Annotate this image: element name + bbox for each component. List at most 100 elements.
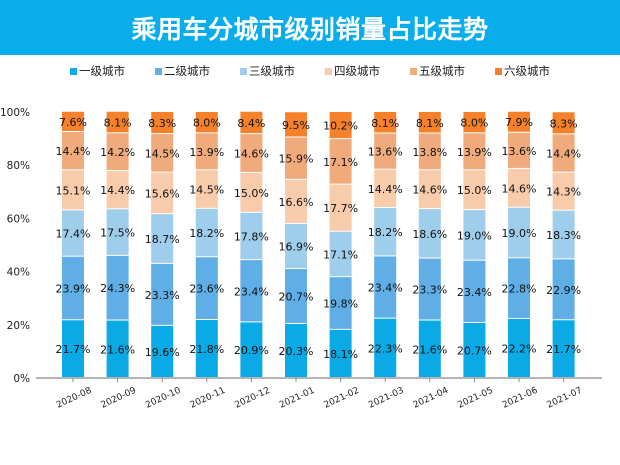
- bar-segment: [285, 137, 307, 179]
- bar-segment: [240, 260, 263, 322]
- bar-segment: [285, 112, 307, 137]
- data-label: 20.9%: [234, 344, 269, 357]
- bar-segment: [508, 258, 530, 318]
- y-tick-label: 20%: [7, 320, 30, 332]
- bar-segment: [151, 172, 174, 214]
- bar-segment: [195, 257, 218, 320]
- data-label: 14.4%: [368, 183, 403, 196]
- bar-segment: [463, 322, 486, 377]
- data-label: 15.1%: [56, 184, 91, 197]
- data-label: 17.8%: [234, 230, 269, 243]
- x-tick-label: 2021-07: [546, 386, 584, 411]
- legend-swatch: [240, 67, 247, 75]
- data-label: 21.6%: [412, 343, 447, 356]
- data-label: 7.6%: [59, 116, 87, 129]
- bar-segment: [62, 170, 84, 210]
- bar-segment: [508, 132, 530, 168]
- bar-segment: [374, 208, 397, 256]
- data-label: 15.6%: [145, 187, 180, 200]
- data-label: 13.9%: [457, 146, 492, 159]
- data-label: 14.4%: [56, 145, 91, 158]
- bar-segment: [552, 320, 575, 377]
- bar-segment: [151, 112, 174, 134]
- data-label: 19.0%: [502, 227, 537, 240]
- data-label: 14.3%: [546, 186, 581, 199]
- y-tick-label: 100%: [0, 107, 30, 119]
- data-label: 20.7%: [457, 344, 492, 357]
- bar-segment: [374, 169, 397, 208]
- bar-segment: [62, 320, 84, 377]
- legend-swatch: [495, 67, 502, 75]
- bar-segment: [329, 184, 352, 231]
- x-tick-label: 2020-09: [100, 386, 139, 411]
- data-label: 8.0%: [460, 117, 488, 130]
- bar-segment: [151, 325, 174, 377]
- bar-segment: [329, 139, 352, 184]
- data-label: 18.2%: [189, 227, 224, 240]
- x-tick-label: 2021-06: [501, 386, 540, 411]
- data-label: 8.3%: [148, 117, 176, 130]
- legend-item: 二级城市: [155, 62, 210, 80]
- bar-segment: [552, 112, 575, 134]
- data-label: 23.6%: [189, 283, 224, 296]
- data-label: 17.1%: [323, 156, 358, 169]
- data-label: 18.3%: [546, 229, 581, 242]
- bar-segment: [463, 170, 486, 210]
- bar-segment: [62, 210, 84, 256]
- bar-segment: [463, 260, 486, 322]
- x-tick-label: 2020-10: [144, 386, 183, 411]
- bar-segment: [195, 112, 218, 133]
- data-label: 14.6%: [502, 182, 537, 195]
- data-label: 8.4%: [237, 117, 265, 130]
- x-tick-label: 2020-12: [233, 386, 271, 411]
- bar-segment: [552, 210, 575, 259]
- x-tick-label: 2021-02: [323, 386, 361, 411]
- data-label: 19.6%: [145, 346, 180, 359]
- data-label: 13.9%: [189, 146, 224, 159]
- legend: 一级城市 二级城市 三级城市 四级城市 五级城市 六级城市: [0, 62, 620, 80]
- legend-swatch: [325, 67, 332, 75]
- bar-segment: [374, 256, 397, 318]
- legend-item: 六级城市: [495, 62, 550, 80]
- bar-segment: [151, 134, 174, 172]
- data-label: 22.2%: [502, 342, 537, 355]
- bar-segment: [508, 111, 530, 132]
- x-tick-label: 2020-08: [55, 386, 94, 411]
- data-label: 23.3%: [145, 289, 180, 302]
- bar-segment: [374, 133, 397, 169]
- data-label: 23.3%: [412, 284, 447, 297]
- bar-segment: [329, 329, 352, 377]
- data-label: 8.1%: [371, 117, 399, 130]
- data-label: 19.0%: [457, 229, 492, 242]
- y-tick-label: 0%: [13, 373, 30, 385]
- bar-segment: [62, 256, 84, 320]
- x-tick-label: 2021-01: [278, 386, 316, 411]
- data-label: 7.9%: [505, 116, 533, 129]
- data-label: 23.9%: [56, 282, 91, 295]
- legend-item: 一级城市: [70, 62, 125, 80]
- data-label: 18.6%: [412, 228, 447, 241]
- bar-segment: [106, 171, 129, 209]
- bar-segment: [106, 320, 129, 377]
- bar-segment: [285, 223, 307, 268]
- data-label: 20.3%: [279, 345, 314, 358]
- data-label: 14.2%: [100, 146, 135, 159]
- data-label: 13.6%: [368, 146, 403, 159]
- data-label: 23.4%: [234, 285, 269, 298]
- bar-segment: [463, 112, 486, 133]
- data-label: 14.4%: [100, 184, 135, 197]
- data-label: 14.5%: [189, 184, 224, 197]
- bar-segment: [240, 172, 263, 212]
- bar-segment: [285, 324, 307, 377]
- bar-segment: [552, 259, 575, 320]
- data-label: 14.4%: [546, 147, 581, 160]
- data-label: 17.4%: [56, 228, 91, 241]
- bar-segment: [195, 208, 218, 257]
- legend-swatch: [155, 67, 162, 75]
- bar-segment: [285, 268, 307, 324]
- data-label: 17.1%: [323, 248, 358, 261]
- legend-item: 五级城市: [410, 62, 465, 80]
- y-tick-label: 60%: [7, 213, 30, 225]
- data-label: 13.8%: [412, 146, 447, 159]
